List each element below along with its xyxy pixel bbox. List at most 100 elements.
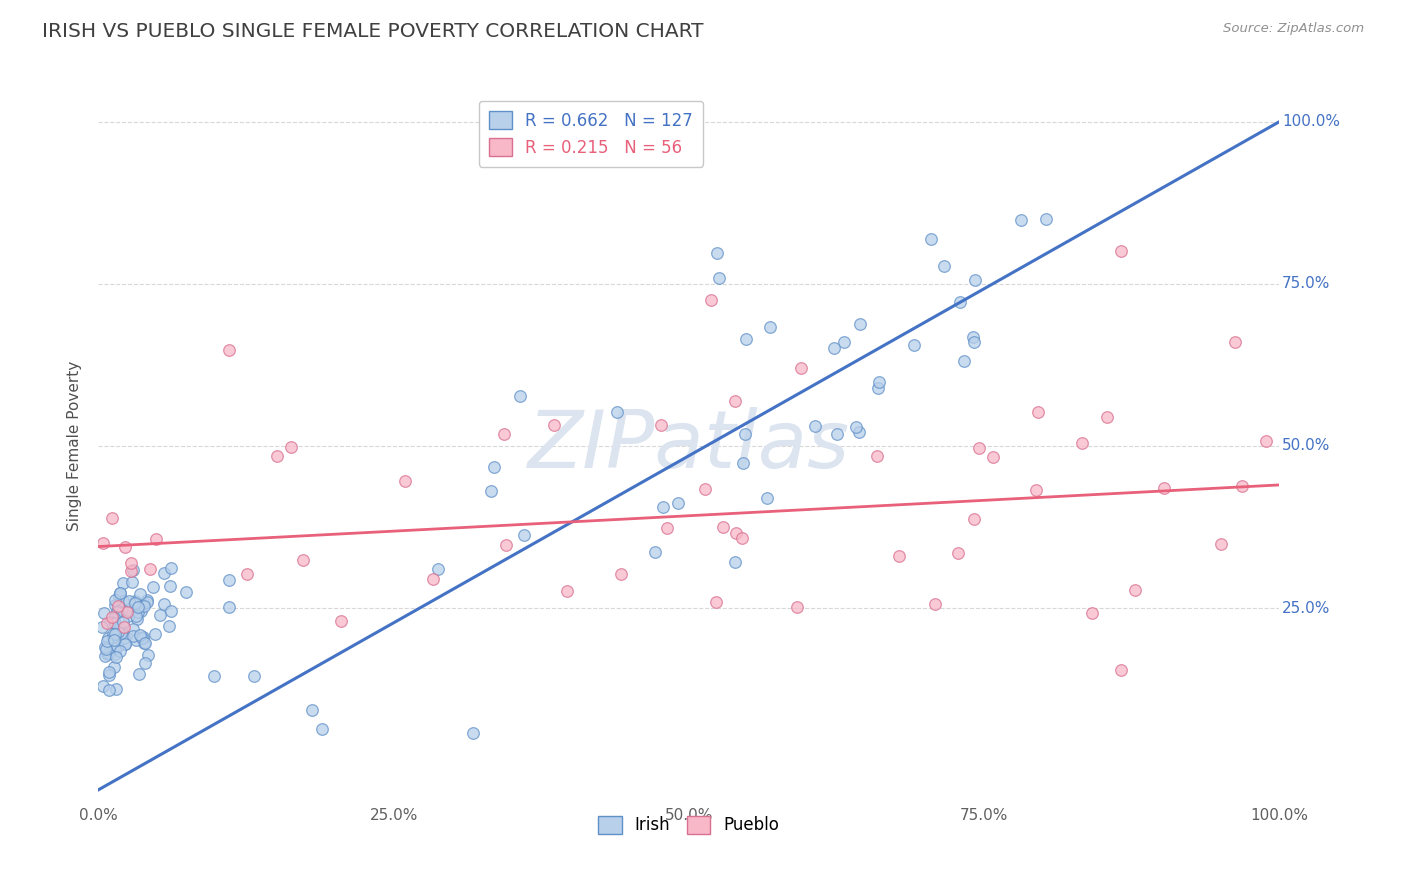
- Point: [124, 632, 146, 647]
- Point: [734, 427, 756, 442]
- Point: [107, 625, 129, 640]
- Point: [865, 449, 887, 463]
- Point: [103, 632, 125, 647]
- Point: [311, 722, 333, 736]
- Point: [108, 620, 131, 634]
- Point: [93, 607, 115, 621]
- Point: [1081, 606, 1104, 620]
- Point: [105, 641, 128, 656]
- Y-axis label: Single Female Poverty: Single Female Poverty: [67, 361, 83, 531]
- Point: [513, 528, 536, 542]
- Point: [152, 597, 174, 611]
- Point: [848, 425, 870, 439]
- Point: [108, 585, 131, 599]
- Point: [699, 293, 721, 307]
- Point: [97, 631, 120, 645]
- Text: IRISH VS PUEBLO SINGLE FEMALE POVERTY CORRELATION CHART: IRISH VS PUEBLO SINGLE FEMALE POVERTY CO…: [42, 22, 703, 41]
- Point: [243, 669, 266, 683]
- Point: [479, 483, 502, 498]
- Point: [1223, 335, 1246, 350]
- Point: [104, 598, 127, 612]
- Point: [1230, 479, 1253, 493]
- Point: [145, 533, 167, 547]
- Point: [142, 581, 165, 595]
- Point: [706, 595, 728, 609]
- Point: [98, 615, 121, 630]
- Point: [1070, 435, 1092, 450]
- Point: [157, 619, 180, 633]
- Point: [845, 420, 868, 434]
- Point: [132, 630, 155, 644]
- Point: [114, 540, 136, 554]
- Point: [606, 404, 628, 418]
- Point: [394, 474, 416, 488]
- Point: [91, 535, 114, 549]
- Point: [953, 354, 976, 368]
- Point: [176, 584, 198, 599]
- Point: [823, 341, 845, 355]
- Point: [139, 562, 162, 576]
- Point: [136, 593, 159, 607]
- Point: [1026, 405, 1049, 419]
- Point: [111, 594, 134, 608]
- Point: [105, 639, 128, 653]
- Point: [724, 555, 747, 569]
- Point: [301, 703, 323, 717]
- Point: [127, 600, 149, 615]
- Point: [330, 614, 353, 628]
- Text: Source: ZipAtlas.com: Source: ZipAtlas.com: [1223, 22, 1364, 36]
- Point: [125, 611, 148, 625]
- Point: [93, 640, 115, 654]
- Point: [849, 317, 872, 331]
- Point: [128, 666, 150, 681]
- Point: [422, 572, 444, 586]
- Point: [91, 679, 114, 693]
- Point: [107, 602, 129, 616]
- Point: [148, 608, 170, 623]
- Point: [949, 295, 972, 310]
- Point: [1109, 663, 1132, 677]
- Point: [1123, 583, 1146, 598]
- Point: [652, 500, 675, 515]
- Point: [132, 599, 155, 613]
- Point: [967, 442, 990, 456]
- Point: [100, 510, 122, 524]
- Point: [1254, 434, 1277, 448]
- Text: 25.0%: 25.0%: [1282, 600, 1330, 615]
- Point: [111, 601, 134, 615]
- Point: [107, 589, 129, 603]
- Point: [129, 628, 152, 642]
- Point: [128, 587, 150, 601]
- Point: [138, 648, 160, 663]
- Point: [103, 660, 125, 674]
- Point: [236, 566, 259, 581]
- Point: [202, 669, 225, 683]
- Point: [1109, 244, 1132, 258]
- Point: [121, 575, 143, 590]
- Point: [101, 630, 124, 644]
- Text: 50.0%: 50.0%: [1282, 439, 1330, 453]
- Point: [129, 604, 152, 618]
- Text: 100.0%: 100.0%: [1282, 114, 1340, 129]
- Point: [724, 394, 747, 409]
- Point: [107, 599, 129, 613]
- Point: [134, 596, 156, 610]
- Point: [266, 449, 288, 463]
- Point: [103, 611, 125, 625]
- Point: [610, 567, 633, 582]
- Point: [97, 668, 120, 682]
- Point: [152, 566, 174, 581]
- Point: [655, 521, 678, 535]
- Point: [725, 526, 748, 541]
- Point: [693, 482, 716, 496]
- Point: [96, 616, 118, 631]
- Point: [934, 259, 956, 273]
- Point: [218, 599, 240, 614]
- Point: [98, 682, 121, 697]
- Point: [159, 579, 181, 593]
- Point: [104, 647, 127, 661]
- Point: [110, 643, 132, 657]
- Point: [114, 637, 136, 651]
- Point: [920, 232, 942, 246]
- Point: [96, 642, 118, 657]
